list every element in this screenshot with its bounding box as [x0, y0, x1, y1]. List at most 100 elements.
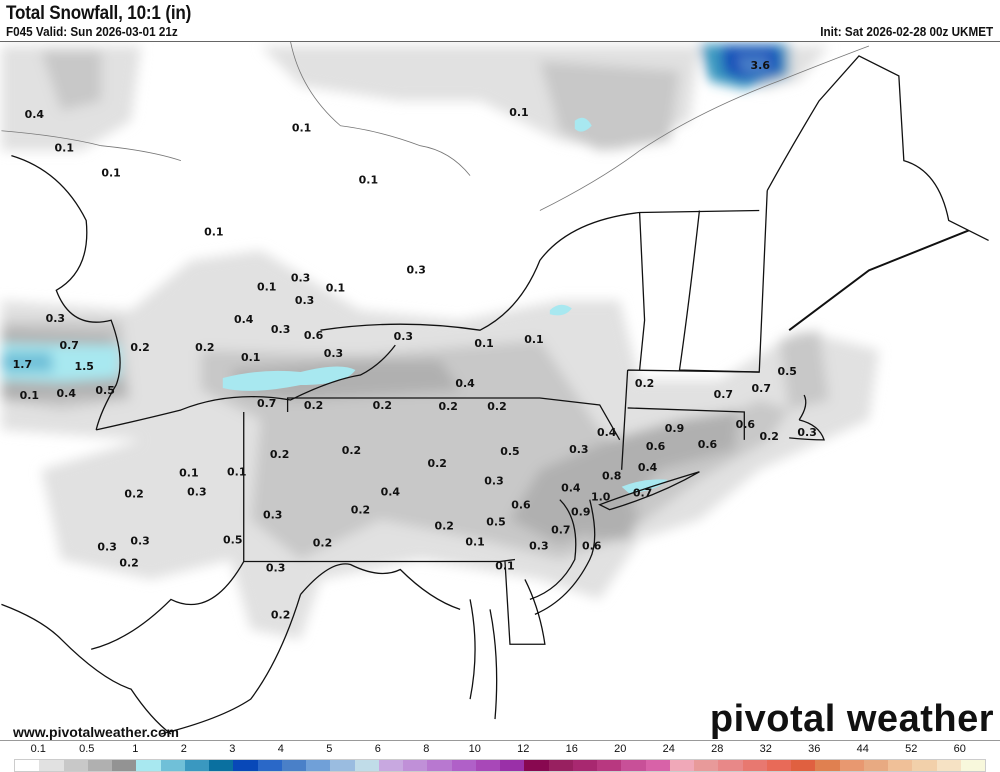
- colorbar-swatch: [39, 760, 64, 771]
- colorbar-swatch: [63, 760, 88, 771]
- snowfall-value-label: 0.2: [119, 556, 138, 569]
- snowfall-value-label: 0.3: [46, 312, 65, 325]
- snowfall-value-label: 0.3: [130, 535, 149, 548]
- snowfall-value-label: 0.2: [427, 457, 446, 470]
- colorbar-swatch: [475, 760, 500, 771]
- snowfall-value-label: 0.2: [270, 448, 289, 461]
- lake-erie-shore: [96, 344, 396, 431]
- snowfall-value-label: 0.5: [486, 516, 505, 529]
- colorbar-label: 0.5: [79, 743, 95, 755]
- snowfall-value-label: 0.7: [633, 487, 652, 500]
- michigan-shore: [11, 155, 121, 431]
- colorbar-label: 12: [517, 743, 530, 755]
- chesapeake: [469, 599, 498, 720]
- colorbar-swatch: [451, 760, 476, 771]
- colorbar-swatch: [766, 760, 791, 771]
- snowfall-value-label: 0.3: [569, 443, 588, 456]
- colorbar-label: 6: [374, 743, 381, 755]
- snowfall-value-label: 0.3: [797, 426, 816, 439]
- snowfall-value-label: 0.2: [438, 400, 457, 413]
- snowfall-value-label: 0.3: [529, 540, 548, 553]
- li-sound-shade: [621, 479, 668, 494]
- snowfall-value-label: 0.1: [55, 142, 74, 155]
- colorbar-swatch: [306, 760, 331, 771]
- snowfall-value-label: 0.2: [124, 488, 143, 501]
- snowfall-value-label: 0.4: [597, 426, 617, 439]
- colorbar-swatch: [209, 760, 234, 771]
- snowfall-value-label: 0.3: [484, 475, 503, 488]
- colorbar-label: 32: [759, 743, 772, 755]
- snowfall-value-label: 1.7: [13, 358, 32, 371]
- colorbar-swatch: [912, 760, 937, 771]
- snowfall-value-label: 0.1: [241, 351, 260, 364]
- snowfall-value-label: 0.9: [571, 506, 590, 519]
- pivotal-weather-logo: pivotal weather: [709, 698, 994, 740]
- snowfall-value-label: 0.1: [326, 281, 345, 294]
- snowfall-value-label: 0.3: [295, 294, 314, 307]
- snowfall-shading: [1, 43, 879, 640]
- colorbar-label: 2: [180, 743, 187, 755]
- snowfall-value-label: 0.2: [373, 399, 392, 412]
- snowfall-map: 3.60.40.10.10.10.10.10.10.30.10.30.10.30…: [0, 41, 1000, 741]
- colorbar-label: 60: [953, 743, 966, 755]
- ny-pa-border: [286, 397, 621, 441]
- snowfall-value-labels: 3.60.40.10.10.10.10.10.10.30.10.30.10.30…: [13, 59, 817, 621]
- colorbar-swatch: [621, 760, 646, 771]
- snowfall-value-label: 0.1: [465, 536, 484, 549]
- colorbar-swatch: [15, 760, 40, 771]
- ma-ct-borders: [621, 369, 760, 470]
- colorbar-swatch: [136, 760, 161, 771]
- lake-erie-shade: [222, 366, 356, 391]
- shade-band-dark: [1, 330, 740, 545]
- colorbar-swatch: [403, 760, 428, 771]
- cyan-spot-ny: [549, 304, 572, 316]
- snowfall-value-label: 0.6: [646, 440, 666, 453]
- snowfall-value-label: 0.6: [511, 499, 531, 512]
- colorbar-swatch: [694, 760, 719, 771]
- water-bodies: [222, 117, 668, 494]
- colorbar-swatch: [960, 760, 985, 771]
- snowfall-value-label: 0.1: [474, 337, 493, 350]
- snowfall-value-label: 0.2: [130, 341, 149, 354]
- colorbar-swatch: [645, 760, 670, 771]
- snowfall-value-label: 0.4: [638, 461, 658, 474]
- snowfall-value-label: 0.5: [95, 384, 114, 397]
- snowfall-value-label: 0.7: [60, 339, 79, 352]
- colorbar-label: 24: [662, 743, 675, 755]
- colorbar-swatch: [87, 760, 112, 771]
- snowfall-value-label: 0.4: [561, 482, 581, 495]
- colorbar-swatch: [330, 760, 355, 771]
- colorbar-swatch: [354, 760, 379, 771]
- wv-border: [91, 561, 461, 735]
- snowfall-value-label: 0.6: [698, 438, 718, 451]
- delaware-border: [504, 561, 546, 645]
- snowfall-value-label: 0.1: [257, 280, 276, 293]
- snowfall-value-label: 0.4: [381, 486, 401, 499]
- snowfall-value-label: 0.6: [304, 329, 324, 342]
- snowfall-value-label: 0.2: [351, 504, 370, 517]
- snowfall-value-label: 0.2: [434, 520, 453, 533]
- colorbar-swatch: [597, 760, 622, 771]
- colorbar-swatch: [281, 760, 306, 771]
- borders: [1, 42, 989, 735]
- colorbar-swatch: [669, 760, 694, 771]
- colorbar-swatch: [160, 760, 185, 771]
- valid-time: F045 Valid: Sun 2026-03-01 21z: [6, 24, 178, 39]
- colorbar-label: 4: [277, 743, 284, 755]
- snowfall-value-label: 0.3: [263, 509, 282, 522]
- colorbar-label: 0.1: [30, 743, 46, 755]
- vermont-nh: [638, 190, 768, 373]
- ny-border-north: [320, 209, 760, 331]
- snowfall-value-label: 0.4: [25, 108, 45, 121]
- snowfall-value-label: 0.1: [204, 225, 223, 238]
- snowfall-value-label: 0.2: [342, 444, 361, 457]
- map-title: Total Snowfall, 10:1 (in): [6, 3, 192, 24]
- nj-coast: [529, 499, 596, 615]
- colorbar-label: 5: [326, 743, 333, 755]
- colorbar-swatch: [427, 760, 452, 771]
- cape-cod: [789, 394, 825, 441]
- snowfall-value-label: 0.3: [266, 561, 285, 574]
- snowfall-value-label: 0.3: [394, 330, 413, 343]
- colorbar-swatch: [378, 760, 403, 771]
- colorbar-swatch: [863, 760, 888, 771]
